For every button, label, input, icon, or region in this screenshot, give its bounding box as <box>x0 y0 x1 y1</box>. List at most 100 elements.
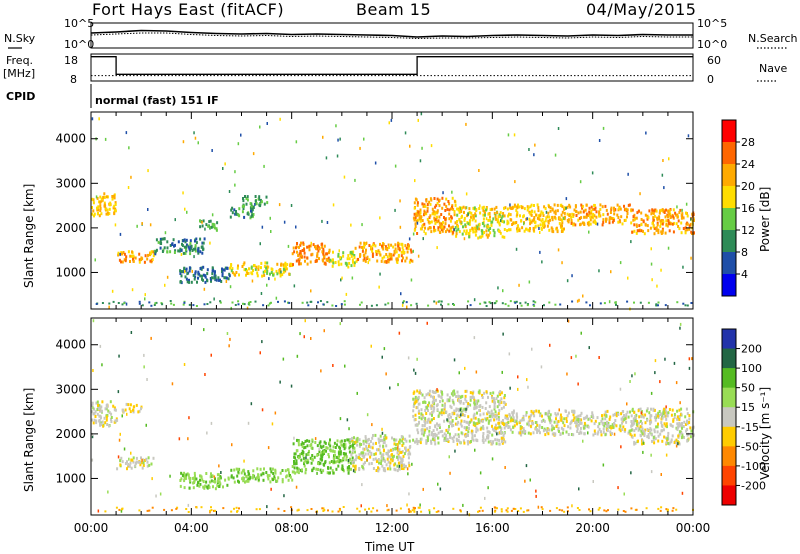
data-cell <box>443 216 445 219</box>
data-cell <box>433 216 436 220</box>
data-cell <box>303 464 306 468</box>
data-cell <box>462 225 464 229</box>
near-range-cell <box>585 301 588 304</box>
data-cell <box>445 197 448 201</box>
data-cell <box>132 259 135 263</box>
noise-cell <box>411 462 413 466</box>
data-cell <box>284 265 287 269</box>
nave-tick-bottom: 0 <box>707 73 714 86</box>
data-cell <box>608 425 611 429</box>
data-cell <box>529 205 532 209</box>
data-cell <box>561 219 564 222</box>
data-cell <box>471 391 474 395</box>
data-cell <box>660 230 663 234</box>
data-cell <box>465 400 468 404</box>
data-cell <box>359 241 362 245</box>
data-cell <box>441 206 444 210</box>
data-cell <box>311 454 314 457</box>
data-cell <box>592 207 594 211</box>
noise-cell <box>304 319 306 323</box>
noise-cell <box>348 427 350 431</box>
data-cell <box>580 203 583 207</box>
data-cell <box>376 448 378 452</box>
data-cell <box>274 471 277 475</box>
data-cell <box>521 226 524 230</box>
data-cell <box>237 467 240 471</box>
data-cell <box>423 213 425 217</box>
near-range-cell <box>277 507 280 510</box>
data-cell <box>426 203 429 206</box>
data-cell <box>403 452 406 456</box>
noise-cell <box>94 258 96 262</box>
data-cell <box>457 224 459 228</box>
data-cell <box>293 470 296 474</box>
data-cell <box>542 429 545 433</box>
data-cell <box>482 425 485 428</box>
data-cell <box>414 401 416 405</box>
noise-cell <box>557 248 560 252</box>
data-cell <box>443 438 446 442</box>
near-range-cell <box>338 507 341 510</box>
data-cell <box>186 280 189 284</box>
data-cell <box>97 208 100 212</box>
data-cell <box>680 424 683 428</box>
data-cell <box>287 478 290 482</box>
data-cell <box>434 442 437 446</box>
data-cell <box>486 426 489 430</box>
noise-cell <box>130 331 133 334</box>
data-cell <box>342 251 345 255</box>
data-cell <box>530 210 533 214</box>
data-cell <box>565 417 568 420</box>
data-cell <box>130 458 133 462</box>
data-cell <box>507 426 510 429</box>
data-cell <box>201 478 204 482</box>
data-cell <box>99 200 102 204</box>
data-cell <box>515 208 518 212</box>
data-cell <box>496 218 499 222</box>
data-cell <box>418 402 421 406</box>
data-cell <box>552 426 555 430</box>
data-cell <box>178 249 181 253</box>
data-cell <box>456 213 459 217</box>
data-cell <box>96 412 99 416</box>
data-cell <box>487 228 490 232</box>
noise-cell <box>229 285 232 289</box>
data-cell <box>639 425 642 429</box>
noise-cell <box>125 131 128 135</box>
near-range-cell <box>603 509 606 512</box>
data-cell <box>114 408 117 412</box>
data-cell <box>234 212 237 216</box>
data-cell <box>150 250 153 254</box>
noise-cell <box>390 118 393 122</box>
data-cell <box>472 206 475 210</box>
data-cell <box>299 453 302 456</box>
data-cell <box>621 428 624 431</box>
data-cell <box>185 245 188 249</box>
data-cell <box>491 399 494 403</box>
data-cell <box>358 453 361 457</box>
data-cell <box>478 207 481 210</box>
near-range-cell <box>138 302 141 305</box>
near-range-cell <box>478 510 481 513</box>
data-cell <box>179 280 182 284</box>
data-cell <box>342 444 345 448</box>
near-range-cell <box>500 508 503 511</box>
data-cell <box>516 212 519 216</box>
data-cell <box>659 209 662 213</box>
data-cell <box>668 209 671 213</box>
near-range-cell <box>533 304 536 307</box>
data-cell <box>282 263 285 267</box>
data-cell <box>316 254 319 258</box>
data-cell <box>109 400 112 404</box>
near-range-cell <box>676 301 679 304</box>
noise-cell <box>332 203 335 207</box>
data-cell <box>393 251 396 255</box>
data-cell <box>306 262 309 266</box>
data-cell <box>483 213 486 217</box>
data-cell <box>451 204 454 208</box>
data-cell <box>387 460 390 464</box>
data-cell <box>379 253 382 257</box>
data-cell <box>495 417 498 421</box>
data-cell <box>356 443 359 447</box>
data-cell <box>590 419 593 423</box>
